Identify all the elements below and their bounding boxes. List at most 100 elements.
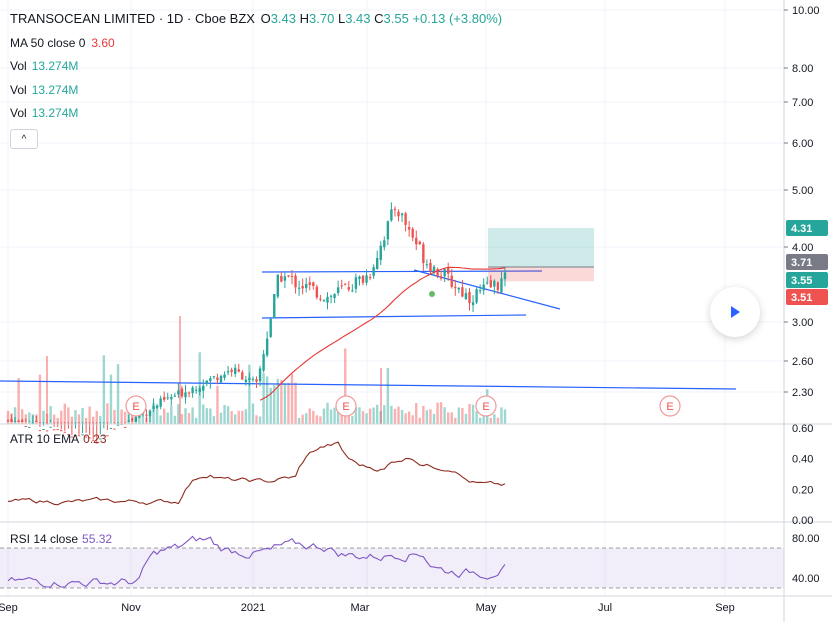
candle-body [148, 410, 152, 417]
volume-bar [234, 414, 237, 424]
volume-bar [184, 408, 187, 424]
earnings-label: E [132, 401, 139, 413]
volume-bar [223, 404, 226, 424]
candle-body [308, 282, 311, 285]
vol-legend-3[interactable]: Vol 13.274M [10, 106, 78, 120]
candle-body [241, 372, 244, 380]
time-tick-label: May [476, 602, 497, 614]
play-button[interactable] [710, 287, 760, 337]
volume-bar [415, 403, 418, 424]
price-badge [786, 220, 828, 236]
candle-body [436, 269, 439, 277]
volume-bar [380, 368, 382, 424]
ma-legend[interactable]: MA 50 close 0 3.60 [10, 36, 115, 50]
rsi-legend[interactable]: RSI 14 close 55.32 [10, 532, 112, 546]
volume-bar [443, 407, 446, 424]
volume-bar [297, 417, 301, 424]
candle-body [56, 429, 59, 431]
volume-bar [237, 410, 240, 424]
time-tick-label: 2021 [241, 602, 265, 614]
volume-bar [280, 380, 283, 424]
candle-body [450, 275, 453, 287]
candle-body [219, 375, 223, 383]
candle-body [297, 287, 301, 289]
volume-bar [255, 415, 258, 424]
volume-bar [60, 410, 63, 424]
price-tick-label: 8.00 [792, 63, 813, 75]
candle-body [454, 286, 457, 289]
volume-bar [159, 415, 162, 424]
candle-body [138, 415, 141, 418]
earnings-marker[interactable]: E [475, 395, 497, 417]
volume-bar [81, 408, 84, 424]
earnings-label: E [666, 401, 673, 413]
candle-body [503, 272, 507, 280]
candle-body [347, 287, 350, 290]
volume-bar [212, 416, 216, 424]
volume-bar [475, 411, 478, 424]
volume-bar [265, 376, 269, 424]
candle-body [319, 298, 322, 300]
candle-body [294, 275, 297, 288]
target-zone [488, 228, 594, 267]
candle-body [52, 429, 56, 431]
volume-bar [191, 407, 194, 424]
candle-body [393, 209, 397, 211]
candle-body [155, 405, 159, 408]
price-tick-label: 3.00 [792, 317, 813, 329]
candle-body [372, 267, 375, 276]
volume-bar [283, 383, 287, 424]
volume-bar [457, 407, 461, 424]
candle-body [145, 414, 148, 416]
earnings-marker[interactable]: E [125, 395, 147, 417]
collapse-legend-button[interactable]: ^ [10, 129, 38, 149]
candle-body [269, 318, 272, 337]
candle-body [461, 287, 464, 297]
candle-body [106, 435, 109, 437]
earnings-marker[interactable]: E [335, 395, 357, 417]
volume-bar [390, 405, 393, 424]
volume-bar [464, 413, 468, 424]
volume-bar [258, 416, 262, 424]
volume-bar [326, 402, 329, 424]
vol-legend-1[interactable]: Vol 13.274M [10, 59, 78, 73]
play-icon [731, 306, 740, 318]
stop-zone [488, 266, 594, 282]
price-badge [786, 289, 828, 305]
candle-body [301, 286, 304, 289]
candle-body [49, 426, 52, 428]
candle-body [379, 245, 382, 261]
volume-bar [251, 403, 255, 424]
price-tick-label: 2.60 [792, 356, 813, 368]
volume-bar [46, 356, 48, 424]
candle-body [31, 422, 35, 424]
ma-label: MA 50 close 0 [10, 36, 86, 50]
volume-bar [376, 404, 379, 424]
symbol-name[interactable]: TRANSOCEAN LIMITED [10, 11, 156, 26]
candle-body [376, 258, 379, 269]
candle-body [131, 418, 134, 421]
volume-bar [42, 410, 45, 424]
candle-body [312, 282, 315, 286]
rsi-value: 55.32 [82, 532, 113, 546]
earnings-marker[interactable]: E [659, 395, 681, 417]
interval[interactable]: 1D [166, 11, 184, 26]
candle-body [464, 293, 468, 300]
volume-bar [354, 407, 358, 424]
candle-body [336, 287, 340, 293]
atr-legend[interactable]: ATR 10 EMA 0.23 [10, 432, 107, 446]
volume-bar [379, 411, 382, 424]
volume-bar [319, 416, 322, 424]
atr-pane [7, 441, 506, 506]
candle-body [35, 420, 38, 422]
trendlines[interactable] [0, 269, 737, 390]
vol-legend-2[interactable]: Vol 13.274M [10, 83, 78, 97]
vol-value: 13.274M [31, 83, 79, 97]
candle-body [383, 240, 386, 248]
candle-body [116, 424, 120, 426]
candle-body [500, 278, 503, 293]
long-position-tool[interactable] [488, 228, 594, 282]
